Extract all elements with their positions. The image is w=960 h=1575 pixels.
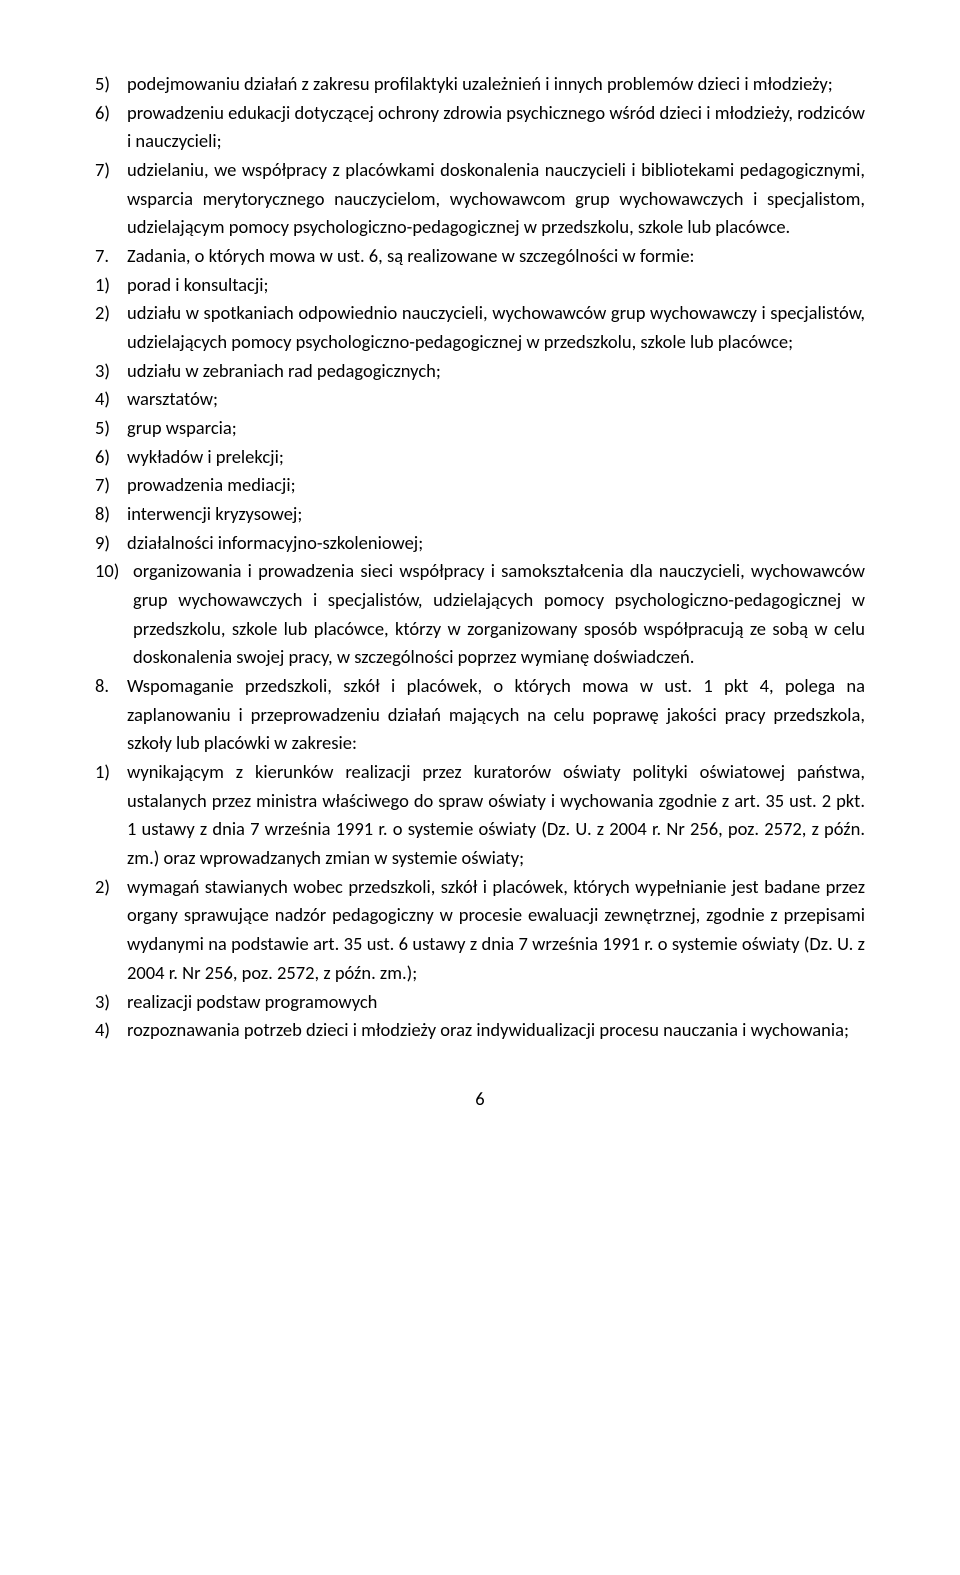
scope-item-3: 3) realizacji podstaw programowych — [95, 988, 865, 1017]
list-text: rozpoznawania potrzeb dzieci i młodzieży… — [127, 1016, 865, 1045]
scope-item-4: 4) rozpoznawania potrzeb dzieci i młodzi… — [95, 1016, 865, 1045]
paragraph-marker: 8. — [95, 672, 127, 758]
form-item-2: 2) udziału w spotkaniach odpowiednio nau… — [95, 299, 865, 356]
list-text: udziału w spotkaniach odpowiednio nauczy… — [127, 299, 865, 356]
list-item-6: 6) prowadzeniu edukacji dotyczącej ochro… — [95, 99, 865, 156]
list-marker: 7) — [95, 471, 127, 500]
list-marker: 3) — [95, 988, 127, 1017]
list-marker: 5) — [95, 414, 127, 443]
list-marker: 4) — [95, 385, 127, 414]
list-text: realizacji podstaw programowych — [127, 988, 865, 1017]
list-text: wykładów i prelekcji; — [127, 443, 865, 472]
form-item-5: 5) grup wsparcia; — [95, 414, 865, 443]
page-number: 6 — [95, 1085, 865, 1114]
list-marker: 4) — [95, 1016, 127, 1045]
list-marker: 2) — [95, 299, 127, 356]
form-item-3: 3) udziału w zebraniach rad pedagogiczny… — [95, 357, 865, 386]
list-text: udziału w zebraniach rad pedagogicznych; — [127, 357, 865, 386]
form-item-4: 4) warsztatów; — [95, 385, 865, 414]
list-text: wymagań stawianych wobec przedszkoli, sz… — [127, 873, 865, 988]
list-marker: 9) — [95, 529, 127, 558]
list-marker: 7) — [95, 156, 127, 242]
paragraph-text: Wspomaganie przedszkoli, szkół i placówe… — [127, 672, 865, 758]
list-marker: 2) — [95, 873, 127, 988]
form-item-10: 10) organizowania i prowadzenia sieci ws… — [95, 557, 865, 672]
list-text: działalności informacyjno-szkoleniowej; — [127, 529, 865, 558]
form-item-1: 1) porad i konsultacji; — [95, 271, 865, 300]
list-text: prowadzenia mediacji; — [127, 471, 865, 500]
list-text: podejmowaniu działań z zakresu profilakt… — [127, 70, 865, 99]
list-item-5: 5) podejmowaniu działań z zakresu profil… — [95, 70, 865, 99]
list-marker: 1) — [95, 271, 127, 300]
list-marker: 10) — [95, 557, 133, 672]
list-text: porad i konsultacji; — [127, 271, 865, 300]
form-item-6: 6) wykładów i prelekcji; — [95, 443, 865, 472]
paragraph-8: 8. Wspomaganie przedszkoli, szkół i plac… — [95, 672, 865, 758]
list-text: organizowania i prowadzenia sieci współp… — [133, 557, 865, 672]
paragraph-7: 7. Zadania, o których mowa w ust. 6, są … — [95, 242, 865, 271]
list-text: warsztatów; — [127, 385, 865, 414]
list-marker: 5) — [95, 70, 127, 99]
list-marker: 1) — [95, 758, 127, 873]
list-item-7: 7) udzielaniu, we współpracy z placówkam… — [95, 156, 865, 242]
list-text: grup wsparcia; — [127, 414, 865, 443]
paragraph-marker: 7. — [95, 242, 127, 271]
list-text: interwencji kryzysowej; — [127, 500, 865, 529]
form-item-9: 9) działalności informacyjno-szkoleniowe… — [95, 529, 865, 558]
scope-item-1: 1) wynikającym z kierunków realizacji pr… — [95, 758, 865, 873]
list-text: prowadzeniu edukacji dotyczącej ochrony … — [127, 99, 865, 156]
document-page: 5) podejmowaniu działań z zakresu profil… — [0, 0, 960, 1164]
paragraph-text: Zadania, o których mowa w ust. 6, są rea… — [127, 242, 865, 271]
list-marker: 8) — [95, 500, 127, 529]
list-text: wynikającym z kierunków realizacji przez… — [127, 758, 865, 873]
list-marker: 6) — [95, 99, 127, 156]
list-marker: 3) — [95, 357, 127, 386]
scope-item-2: 2) wymagań stawianych wobec przedszkoli,… — [95, 873, 865, 988]
form-item-7: 7) prowadzenia mediacji; — [95, 471, 865, 500]
form-item-8: 8) interwencji kryzysowej; — [95, 500, 865, 529]
list-marker: 6) — [95, 443, 127, 472]
list-text: udzielaniu, we współpracy z placówkami d… — [127, 156, 865, 242]
